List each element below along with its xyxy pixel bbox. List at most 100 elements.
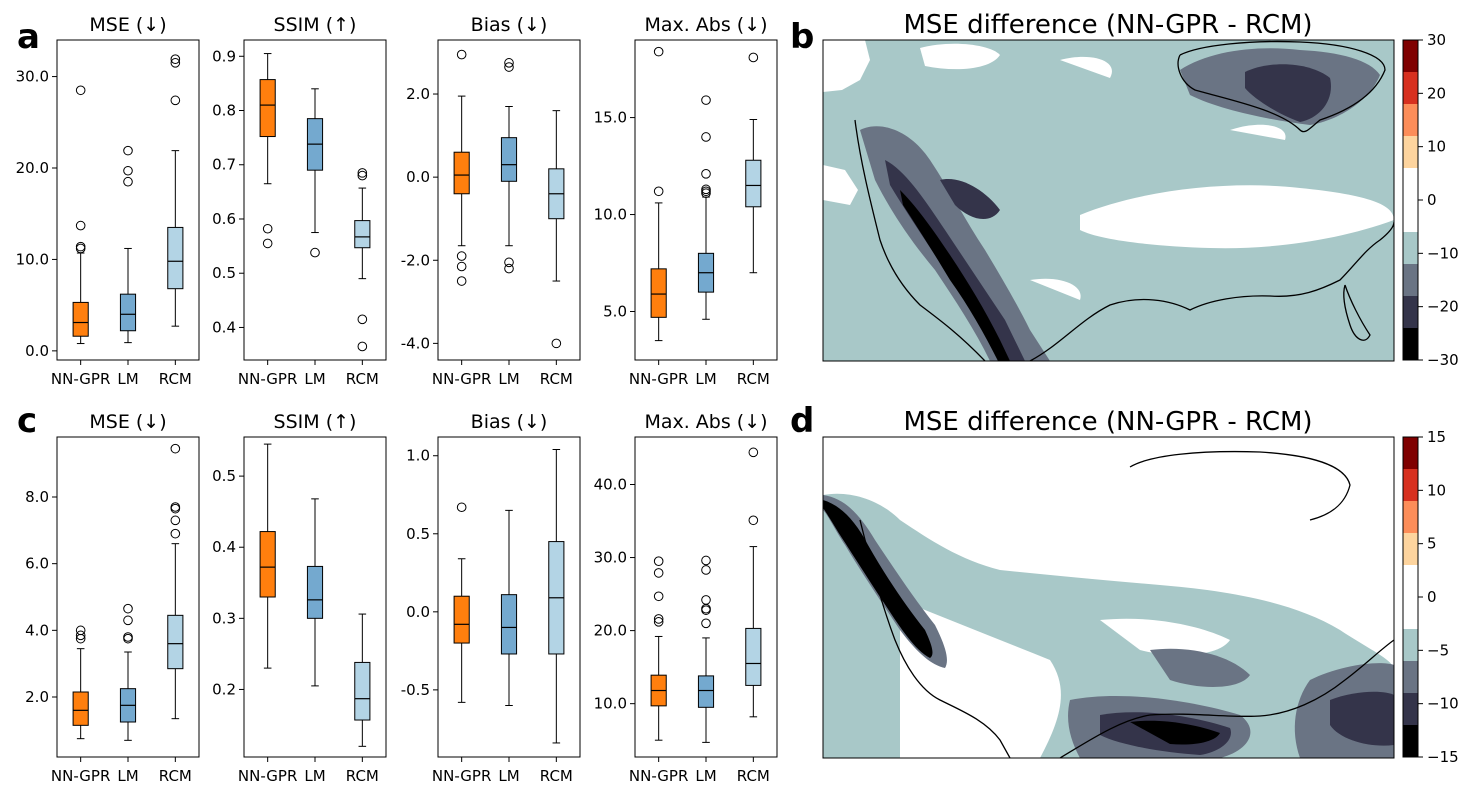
colorbar-tick-label: 10 <box>1427 481 1446 499</box>
chart-title: Bias (↓) <box>471 14 548 36</box>
flier-rcm <box>170 58 181 68</box>
box-lm <box>500 137 518 182</box>
map-d-gray-center <box>1150 648 1250 687</box>
map-b-hudson-inner <box>1245 64 1331 122</box>
map-d-coastline-bay <box>1129 450 1351 521</box>
y-tick-label: 0.9 <box>212 47 236 65</box>
y-tick-label: 0.2 <box>212 680 236 698</box>
colorbar-tick-label: 0 <box>1427 588 1437 606</box>
chart-title: MSE (↓) <box>89 14 166 36</box>
colorbar-segment <box>1403 629 1418 662</box>
panel-label-d: d <box>790 401 814 441</box>
flier-nngpr <box>653 617 664 627</box>
x-tick-label-lm: LM <box>695 767 716 785</box>
y-tick-label: 0.0 <box>406 168 430 186</box>
y-tick-label: 30.0 <box>594 549 627 567</box>
colorbar-tick-label: 15 <box>1427 428 1446 446</box>
y-tick-label: 1.0 <box>406 447 430 465</box>
x-tick-label-lm: LM <box>117 767 138 785</box>
map-b-title: MSE difference (NN-GPR - RCM) <box>903 10 1312 40</box>
flier-nngpr <box>456 261 467 272</box>
flier-lm <box>123 632 133 642</box>
y-tick-label: 40.0 <box>594 475 627 493</box>
map-d-coastline-west <box>859 519 1011 758</box>
flier-lm <box>701 132 711 142</box>
x-tick-label-rcm: RCM <box>346 370 379 388</box>
flier-lm <box>701 184 711 195</box>
box-nngpr <box>650 268 667 318</box>
colorbar-segment <box>1403 136 1418 169</box>
chart-title: MSE (↓) <box>89 411 166 433</box>
flier-nngpr <box>653 186 664 197</box>
x-tick-label-lm: LM <box>498 370 519 388</box>
colorbar-d: 15 10 5 0 −5 −10 −15 <box>1402 428 1459 766</box>
y-tick-label: -2.0 <box>401 251 430 269</box>
flier-lm <box>123 145 133 156</box>
map-b-white-coast <box>823 165 858 205</box>
colorbar-tick-label: −20 <box>1427 298 1459 316</box>
flier-rcm <box>357 314 368 325</box>
x-tick-label-lm: LM <box>304 370 325 388</box>
colorbar-segment <box>1403 597 1418 630</box>
flier-rcm <box>170 515 181 526</box>
x-tick-label-nngpr: NN-GPR <box>432 767 492 785</box>
y-tick-label: 0.0 <box>25 342 49 360</box>
map-b-coastline-bay <box>1177 40 1386 133</box>
flier-nngpr <box>653 614 664 624</box>
chart-title: Max. Abs (↓) <box>644 411 767 433</box>
colorbar-tick-label: 30 <box>1427 31 1446 49</box>
flier-nngpr <box>653 568 664 578</box>
y-tick-label: -4.0 <box>401 334 430 352</box>
flier-nngpr <box>75 625 86 636</box>
chart-title: SSIM (↑) <box>274 14 357 36</box>
y-tick-label: -0.5 <box>401 681 430 699</box>
colorbar-segment <box>1403 200 1418 233</box>
flier-lm <box>504 58 514 68</box>
boxplot-bias-top: Bias (↓) -4.0 -2.0 0.0 2.0 NN-GPR LM RCM <box>401 14 581 388</box>
flier-nngpr <box>653 591 664 602</box>
colorbar-b: 30 20 10 0 −10 −20 −30 <box>1402 31 1459 369</box>
colorbar-segment <box>1403 469 1418 502</box>
y-tick-label: 20.0 <box>594 622 627 640</box>
map-d-dark-southeast <box>1330 691 1394 746</box>
flier-nngpr <box>75 243 86 254</box>
flier-lm <box>123 603 133 614</box>
map-d-title: MSE difference (NN-GPR - RCM) <box>903 407 1312 437</box>
x-tick-label-nngpr: NN-GPR <box>432 370 492 388</box>
map-b-coastline-florida <box>1343 284 1371 341</box>
x-tick-label-lm: LM <box>498 767 519 785</box>
flier-nngpr <box>653 556 664 567</box>
flier-lm <box>701 95 711 105</box>
colorbar-segment <box>1403 533 1418 566</box>
box-rcm <box>354 661 371 721</box>
flier-rcm <box>748 447 759 458</box>
box-nngpr <box>72 301 89 337</box>
colorbar-segment <box>1403 693 1418 726</box>
flier-nngpr <box>456 251 467 261</box>
flier-lm <box>123 615 133 626</box>
y-tick-label: 0.4 <box>212 538 236 556</box>
map-d <box>823 437 1394 758</box>
colorbar-tick-label: −30 <box>1427 351 1459 369</box>
chart-title: Bias (↓) <box>471 411 548 433</box>
map-b-white-nw <box>823 40 870 92</box>
flier-nngpr <box>75 630 86 641</box>
flier-nngpr <box>456 502 467 513</box>
panel-label-b: b <box>790 17 814 57</box>
map-b-white-lakes <box>1230 124 1286 140</box>
flier-lm <box>123 165 133 176</box>
flier-lm <box>504 263 514 274</box>
boxplot-bias-bottom: Bias (↓) -0.5 0.0 0.5 1.0 NN-GPR LM RCM <box>401 411 581 785</box>
y-tick-label: 6.0 <box>25 555 49 573</box>
flier-rcm <box>170 443 181 454</box>
flier-lm <box>701 595 711 605</box>
x-tick-label-nngpr: NN-GPR <box>629 370 689 388</box>
y-tick-label: 4.0 <box>25 621 49 639</box>
box-nngpr <box>72 691 89 726</box>
panel-label-c: c <box>17 401 37 441</box>
colorbar-tick-label: 0 <box>1427 191 1437 209</box>
y-tick-label: 0.5 <box>212 264 236 282</box>
box-rcm <box>745 627 762 686</box>
x-tick-label-rcm: RCM <box>737 767 770 785</box>
colorbar-segment <box>1403 296 1418 329</box>
